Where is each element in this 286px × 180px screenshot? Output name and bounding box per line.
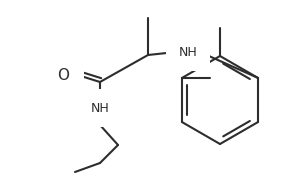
Text: O: O [57, 68, 69, 82]
Text: NH: NH [179, 46, 197, 58]
Text: NH: NH [91, 102, 109, 114]
